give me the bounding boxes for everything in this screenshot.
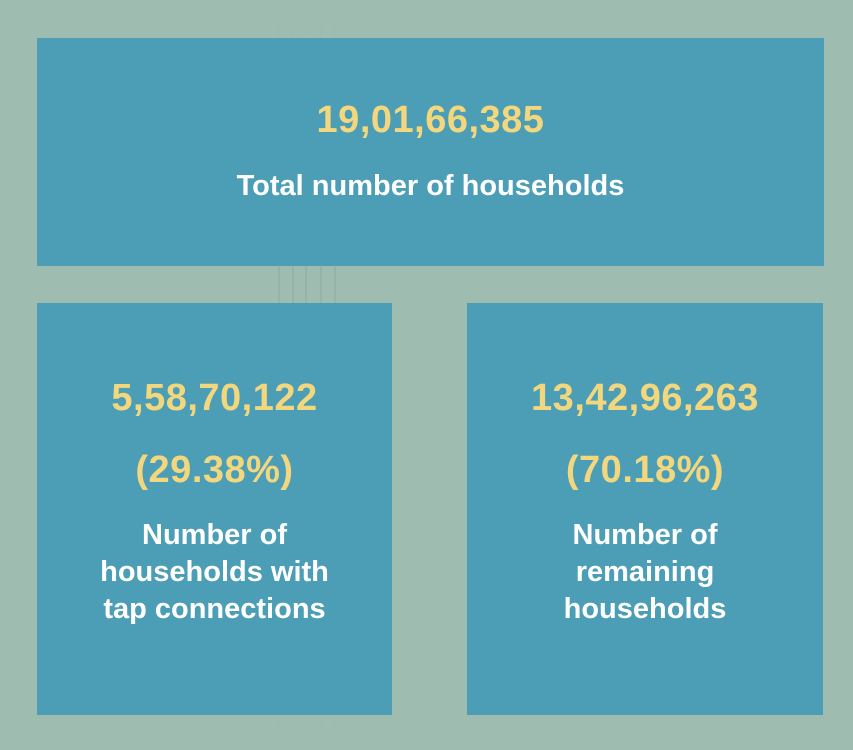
remaining-households-label-line: Number of: [572, 519, 718, 551]
total-households-label: Total number of households: [236, 170, 625, 202]
remaining-households-value: 13,42,96,263: [531, 377, 759, 419]
remaining-households-card: 13,42,96,263 (70.18%) Number of remainin…: [467, 303, 823, 715]
tap-connections-value: 5,58,70,122: [111, 377, 318, 419]
remaining-households-percent: (70.18%): [565, 449, 725, 491]
tap-connections-label-line: Number of: [142, 519, 287, 551]
remaining-households-label: Number of remaining households: [467, 517, 823, 628]
tap-connections-label-line: tap connections: [103, 593, 326, 625]
tap-connections-percent: (29.38%): [135, 449, 294, 491]
total-households-card: 19,01,66,385 Total number of households: [37, 38, 824, 266]
remaining-households-label-line: remaining: [575, 556, 715, 588]
tap-connections-label: Number of households with tap connection…: [37, 517, 392, 628]
tap-connections-card: 5,58,70,122 (29.38%) Number of household…: [37, 303, 392, 715]
tap-connections-label-line: households with: [100, 556, 329, 588]
remaining-households-label-line: households: [563, 593, 727, 625]
total-households-value: 19,01,66,385: [316, 99, 545, 141]
